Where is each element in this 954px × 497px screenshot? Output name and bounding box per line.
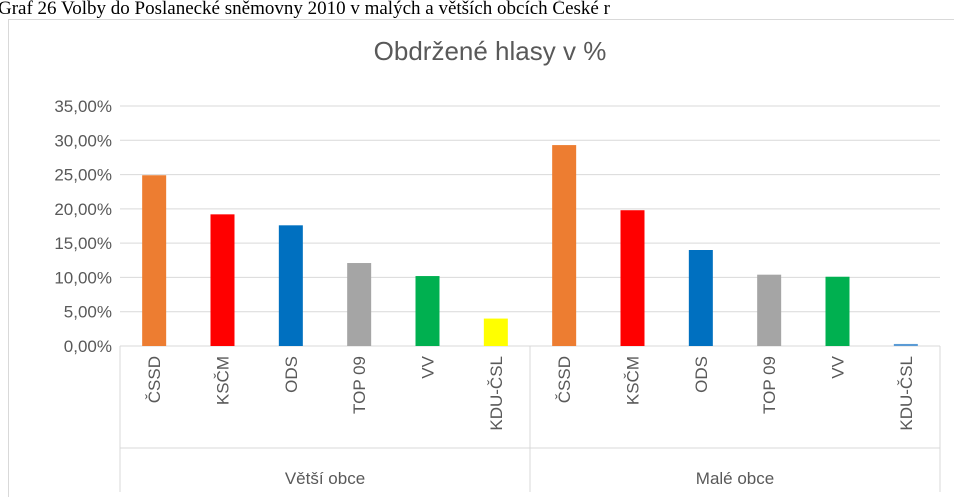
x-tick-label: TOP 09: [350, 356, 369, 414]
x-tick-label: ČSSD: [555, 356, 574, 403]
x-tick-label: VV: [829, 355, 848, 378]
x-tick-label: ODS: [282, 356, 301, 393]
y-tick-label: 5,00%: [64, 303, 112, 322]
bar: [278, 225, 303, 346]
y-tick-label: 30,00%: [54, 131, 112, 150]
bar: [893, 343, 918, 346]
x-tick-label: VV: [419, 355, 438, 378]
chart-title: Obdržené hlasy v %: [374, 36, 607, 66]
bar: [210, 214, 235, 346]
bar: [142, 175, 167, 346]
group-label: Větší obce: [285, 469, 365, 488]
x-tick-label: KSČM: [214, 356, 233, 405]
y-tick-label: 20,00%: [54, 200, 112, 219]
bar: [825, 276, 850, 346]
bar: [483, 318, 508, 346]
x-tick-label: ODS: [692, 356, 711, 393]
x-tick-label: KDU-ČSL: [897, 356, 916, 431]
x-tick-label: KSČM: [624, 356, 643, 405]
bar: [620, 210, 645, 346]
x-tick-label: ČSSD: [145, 356, 164, 403]
bar: [757, 274, 782, 346]
y-tick-label: 15,00%: [54, 234, 112, 253]
caption: Graf 26 Volby do Poslanecké sněmovny 201…: [0, 0, 611, 19]
y-tick-label: 35,00%: [54, 97, 112, 116]
y-tick-label: 10,00%: [54, 268, 112, 287]
bar: [552, 145, 577, 346]
y-tick-label: 0,00%: [64, 337, 112, 356]
bar: [688, 250, 713, 346]
bar: [347, 263, 372, 346]
group-label: Malé obce: [696, 469, 774, 488]
x-tick-label: TOP 09: [760, 356, 779, 414]
bar: [415, 276, 440, 346]
y-tick-label: 25,00%: [54, 166, 112, 185]
x-tick-label: KDU-ČSL: [487, 356, 506, 431]
